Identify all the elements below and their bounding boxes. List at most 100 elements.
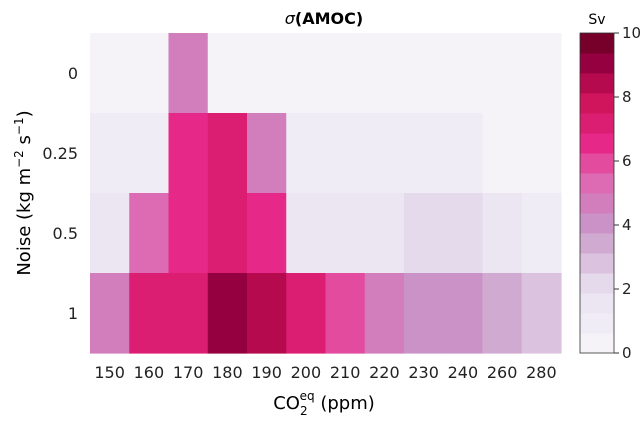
heatmap-cell-0-220 [364, 33, 405, 114]
x-tick-label: 160 [134, 363, 165, 382]
heatmap-cell-0.25-260 [482, 113, 523, 194]
heatmap-cell-0-230 [404, 33, 444, 114]
colorbar-frame [579, 32, 615, 354]
heatmap-cell-1-200 [286, 273, 327, 354]
colorbar-level [580, 33, 614, 54]
heatmap-cell-0-280 [521, 33, 562, 114]
x-axis-label-sup: eq [300, 389, 315, 403]
x-tick-label: 240 [448, 363, 479, 382]
colorbar-level [580, 133, 614, 154]
colorbar-level [580, 113, 614, 134]
x-tick-label: 190 [251, 363, 282, 382]
heatmap-cell-0.25-230 [404, 113, 444, 194]
heatmap-cell-1-170 [168, 273, 209, 354]
colorbar-ticks: 0 2 4 6 8 10 [614, 24, 641, 362]
heatmap-cell-1-240 [443, 273, 484, 354]
heatmap-cell-0-240 [443, 33, 484, 114]
x-axis-label-rest: (ppm) [315, 393, 375, 414]
heatmap-cell-0.25-200 [286, 113, 327, 194]
x-tick-label: 180 [212, 363, 243, 382]
y-axis-label-sup1: −2 [12, 150, 26, 168]
y-axis-label-mid: s [14, 135, 35, 150]
x-tick-label: 230 [408, 363, 439, 382]
heatmap-cell-0.5-230 [404, 193, 444, 274]
heatmap-cell-1-230 [404, 273, 444, 354]
heatmap-cell-0.25-160 [129, 113, 170, 194]
colorbar-tick-label: 6 [622, 152, 632, 170]
colorbar-level [580, 153, 614, 174]
heatmap-cell-0.5-150 [90, 193, 130, 274]
colorbar-level [580, 53, 614, 74]
heatmap-cell-0.5-210 [325, 193, 366, 274]
heatmap-cell-0.25-190 [247, 113, 287, 194]
heatmap-cell-0.5-200 [286, 193, 327, 274]
y-axis-label: Noise (kg m−2 s−1) [12, 110, 35, 275]
x-tick-label: 170 [173, 363, 204, 382]
heatmap-cell-0.5-280 [521, 193, 562, 274]
heatmap-cell-0.5-220 [364, 193, 405, 274]
heatmap-cell-0-160 [129, 33, 170, 114]
x-axis-label-base: CO [273, 393, 300, 414]
heatmap-cell-1-180 [207, 273, 248, 354]
colorbar-level [580, 253, 614, 274]
heatmap-cell-0.5-180 [207, 193, 248, 274]
y-tick-label: 0 [68, 64, 78, 83]
y-axis-label-end: ) [14, 110, 35, 117]
x-axis-label-sub: 2 [300, 404, 308, 418]
heatmap-cell-0.25-240 [443, 113, 484, 194]
y-axis-label-main: Noise (kg m [14, 168, 35, 276]
colorbar [579, 32, 615, 354]
heatmap-cells [90, 33, 562, 354]
chart-title-symbol: σ [285, 9, 296, 28]
heatmap-cell-0-150 [90, 33, 130, 114]
colorbar-level [580, 73, 614, 94]
y-tick-label: 0.5 [53, 224, 78, 243]
heatmap-cell-1-210 [325, 273, 366, 354]
colorbar-tick-label: 10 [622, 24, 641, 42]
heatmap-cell-0-180 [207, 33, 248, 114]
colorbar-level [580, 313, 614, 334]
y-tick-label: 0.25 [42, 144, 78, 163]
y-axis-ticks: 0 0.25 0.5 1 [42, 64, 78, 323]
heatmap-cell-0.5-170 [168, 193, 209, 274]
heatmap-cell-0.25-220 [364, 113, 405, 194]
colorbar-tick-label: 8 [622, 88, 632, 106]
heatmap-cell-0.25-180 [207, 113, 248, 194]
chart-title: σ(AMOC) [285, 9, 363, 28]
y-axis-label-sup2: −1 [12, 117, 26, 135]
heatmap-cell-0-210 [325, 33, 366, 114]
heatmap-cell-0.5-240 [443, 193, 484, 274]
heatmap-cell-0-200 [286, 33, 327, 114]
heatmap-cell-0-190 [247, 33, 287, 114]
colorbar-level [580, 333, 614, 354]
y-tick-label: 1 [68, 304, 78, 323]
heatmap-cell-1-260 [482, 273, 523, 354]
x-tick-label: 200 [291, 363, 322, 382]
colorbar-level [580, 293, 614, 314]
colorbar-level [580, 173, 614, 194]
colorbar-tick-label: 0 [622, 344, 632, 362]
heatmap-cell-0.25-170 [168, 113, 209, 194]
heatmap-cell-1-150 [90, 273, 130, 354]
colorbar-tick-label: 2 [622, 280, 632, 298]
x-axis-ticks: 150 160 170 180 190 200 210 220 230 240 260 280 [94, 363, 556, 382]
heatmap-cell-1-280 [521, 273, 562, 354]
colorbar-level [580, 193, 614, 214]
heatmap-cell-0.5-260 [482, 193, 523, 274]
colorbar-level [580, 213, 614, 234]
x-tick-label: 150 [94, 363, 125, 382]
x-tick-label: 220 [369, 363, 400, 382]
heatmap-cell-0.25-280 [521, 113, 562, 194]
heatmap-cell-1-220 [364, 273, 405, 354]
heatmap-cell-1-160 [129, 273, 170, 354]
x-tick-label: 280 [526, 363, 557, 382]
heatmap-cell-0.5-190 [247, 193, 287, 274]
colorbar-level [580, 93, 614, 114]
heatmap-cell-0.25-210 [325, 113, 366, 194]
colorbar-tick-label: 4 [622, 216, 632, 234]
heatmap-cell-0-260 [482, 33, 523, 114]
heatmap-cell-0.25-150 [90, 113, 130, 194]
heatmap-cell-1-190 [247, 273, 287, 354]
colorbar-level [580, 273, 614, 294]
